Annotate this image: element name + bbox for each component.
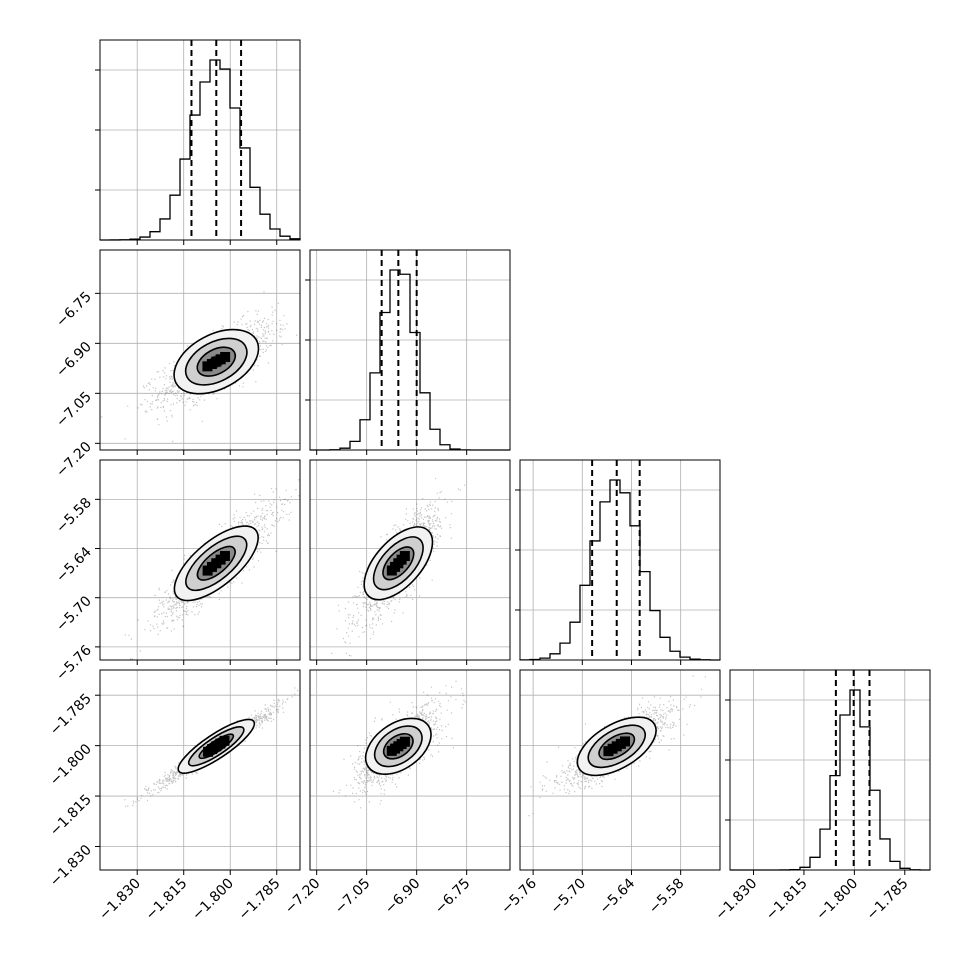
scatter-points <box>124 687 299 807</box>
x-tick-label: −5.64 <box>597 875 639 917</box>
y-tick-label: −5.70 <box>53 593 95 635</box>
scatter-points <box>528 675 706 817</box>
histogram-3: −1.830 −1.815 −1.800 −1.785 <box>712 669 931 924</box>
density-cell <box>219 735 230 746</box>
axes-frame <box>729 669 931 871</box>
x-tick-label: −5.58 <box>646 876 688 918</box>
y-tick-label: −5.64 <box>53 544 95 586</box>
scatter-points <box>331 478 466 657</box>
density-cell <box>620 736 631 747</box>
axes-frame <box>99 669 301 871</box>
x-tick-label: −1.800 <box>189 876 237 924</box>
y-tick-label: −5.76 <box>53 642 95 684</box>
x-tick-label: −7.05 <box>332 876 374 918</box>
x-tick-label: −1.815 <box>763 876 811 924</box>
x-tick-label: −1.830 <box>712 876 760 924</box>
density-cell <box>220 351 231 362</box>
y-tick-label: −1.800 <box>47 741 95 789</box>
scatter-panel-2-1 <box>309 459 511 665</box>
scatter-points <box>124 479 300 660</box>
x-tick-label: −1.815 <box>143 876 191 924</box>
axes-frame <box>519 459 721 661</box>
y-tick-label: −6.90 <box>53 339 95 381</box>
axes-frame <box>309 669 511 871</box>
x-tick-label: −5.70 <box>547 876 589 918</box>
histogram-step <box>309 269 510 451</box>
histogram-step <box>730 689 931 871</box>
scatter-points <box>332 680 466 809</box>
axes-frame <box>309 249 511 451</box>
axes-frame <box>99 459 301 661</box>
x-tick-label: −7.20 <box>282 876 324 918</box>
y-tick-label: −7.05 <box>53 389 95 431</box>
scatter-points <box>101 291 300 443</box>
y-tick-label: −6.75 <box>53 289 95 331</box>
x-tick-label: −6.90 <box>382 876 424 918</box>
axes-frame <box>99 39 301 241</box>
scatter-panel-2-0: −5.76 −5.70 −5.64 −5.58 <box>53 459 301 684</box>
x-tick-label: −1.785 <box>236 876 284 924</box>
histogram-0 <box>95 39 301 245</box>
scatter-panel-1-0: −7.20 −7.05 −6.90 −6.75 <box>53 249 301 481</box>
density-cell <box>399 736 410 747</box>
axes-frame <box>309 459 511 661</box>
x-tick-label: −1.785 <box>864 876 912 924</box>
axes-frame <box>519 669 721 871</box>
scatter-dots <box>124 687 299 807</box>
histogram-1 <box>305 249 511 455</box>
histogram-step <box>519 479 721 661</box>
x-tick-label: −1.800 <box>813 876 861 924</box>
histogram-step <box>99 59 301 241</box>
x-tick-label: −5.76 <box>498 875 540 917</box>
x-tick-label: −1.830 <box>96 876 144 924</box>
axes-frame <box>99 249 301 451</box>
density-cell <box>219 550 230 561</box>
y-tick-label: −1.830 <box>47 842 95 890</box>
density-cell <box>399 551 410 562</box>
y-tick-label: −7.20 <box>53 439 95 481</box>
scatter-panel-3-1: −7.20 −7.05 −6.90 −6.75 <box>282 669 511 918</box>
y-tick-label: −5.58 <box>53 495 95 537</box>
y-tick-label: −1.785 <box>47 691 95 739</box>
scatter-panel-3-2: −5.76 −5.70 −5.64 −5.58 <box>498 669 721 918</box>
y-tick-label: −1.815 <box>47 792 95 840</box>
histogram-2 <box>515 459 721 665</box>
x-tick-label: −6.75 <box>432 876 474 918</box>
scatter-panel-3-0: −1.830−1.815−1.800−1.785−1.830−1.815−1.8… <box>47 669 301 924</box>
